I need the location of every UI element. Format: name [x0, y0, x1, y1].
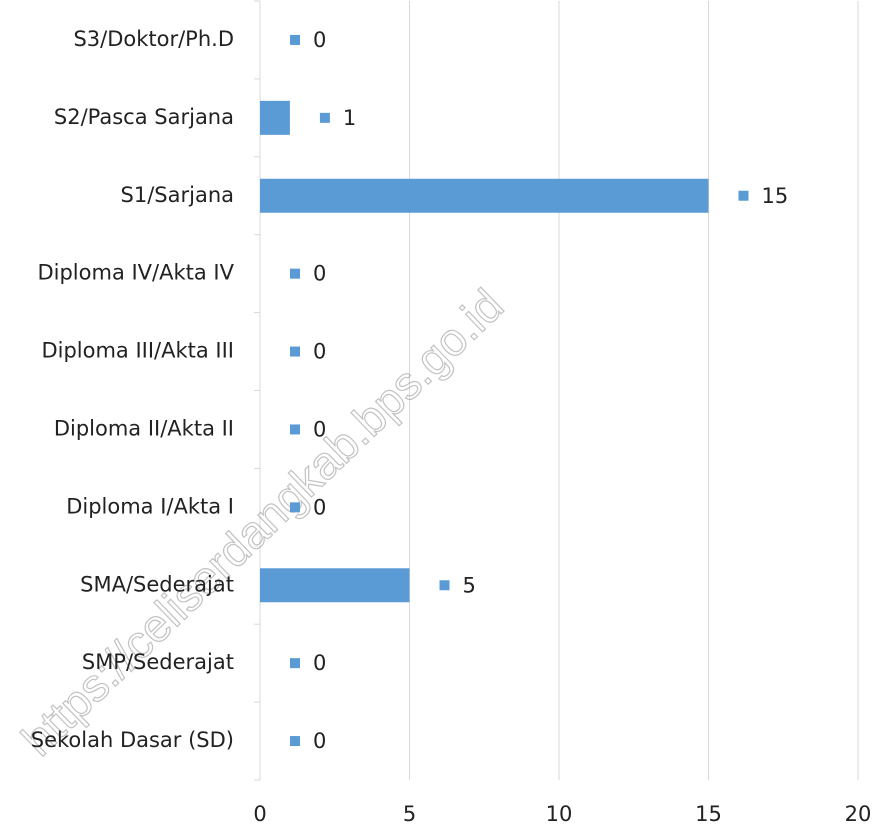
data-label: 0: [313, 262, 326, 286]
x-tick-label: 0: [253, 802, 266, 826]
y-tick-label: Diploma II/Akta II: [54, 416, 234, 440]
data-label: 0: [313, 340, 326, 364]
y-tick-label: S1/Sarjana: [121, 183, 234, 207]
x-tick-label: 5: [403, 802, 416, 826]
label-key: [319, 112, 330, 123]
y-tick-label: S3/Doktor/Ph.D: [73, 27, 234, 51]
x-tick-label: 20: [845, 802, 872, 826]
label-key: [290, 346, 300, 357]
y-tick-label: SMA/Sederajat: [80, 572, 234, 596]
bar: [260, 100, 290, 135]
data-label: 0: [313, 28, 326, 52]
data-label: 0: [313, 417, 326, 441]
label-key: [290, 736, 300, 747]
data-label: 0: [313, 729, 326, 753]
y-tick-label: Diploma III/Akta III: [41, 339, 234, 363]
y-tick-label: Diploma IV/Akta IV: [37, 261, 234, 285]
label-key: [290, 34, 300, 45]
data-label: 5: [463, 573, 476, 597]
label-key: [290, 502, 300, 513]
data-label: 15: [762, 184, 789, 208]
label-key: [290, 424, 300, 435]
data-label: 1: [343, 106, 356, 130]
x-tick-label: 15: [695, 802, 722, 826]
label-key: [290, 658, 300, 669]
bar: [260, 568, 410, 603]
y-tick-label: S2/Pasca Sarjana: [54, 105, 234, 129]
label-key: [439, 580, 450, 591]
data-label: 0: [313, 651, 326, 675]
label-key: [290, 268, 300, 279]
y-tick-label: Diploma I/Akta I: [66, 494, 234, 518]
data-label: 0: [313, 495, 326, 519]
bar: [260, 178, 709, 213]
y-tick-label: Sekolah Dasar (SD): [31, 728, 234, 752]
y-tick-label: SMP/Sederajat: [82, 650, 234, 674]
x-tick-label: 10: [546, 802, 573, 826]
label-key: [738, 190, 749, 201]
